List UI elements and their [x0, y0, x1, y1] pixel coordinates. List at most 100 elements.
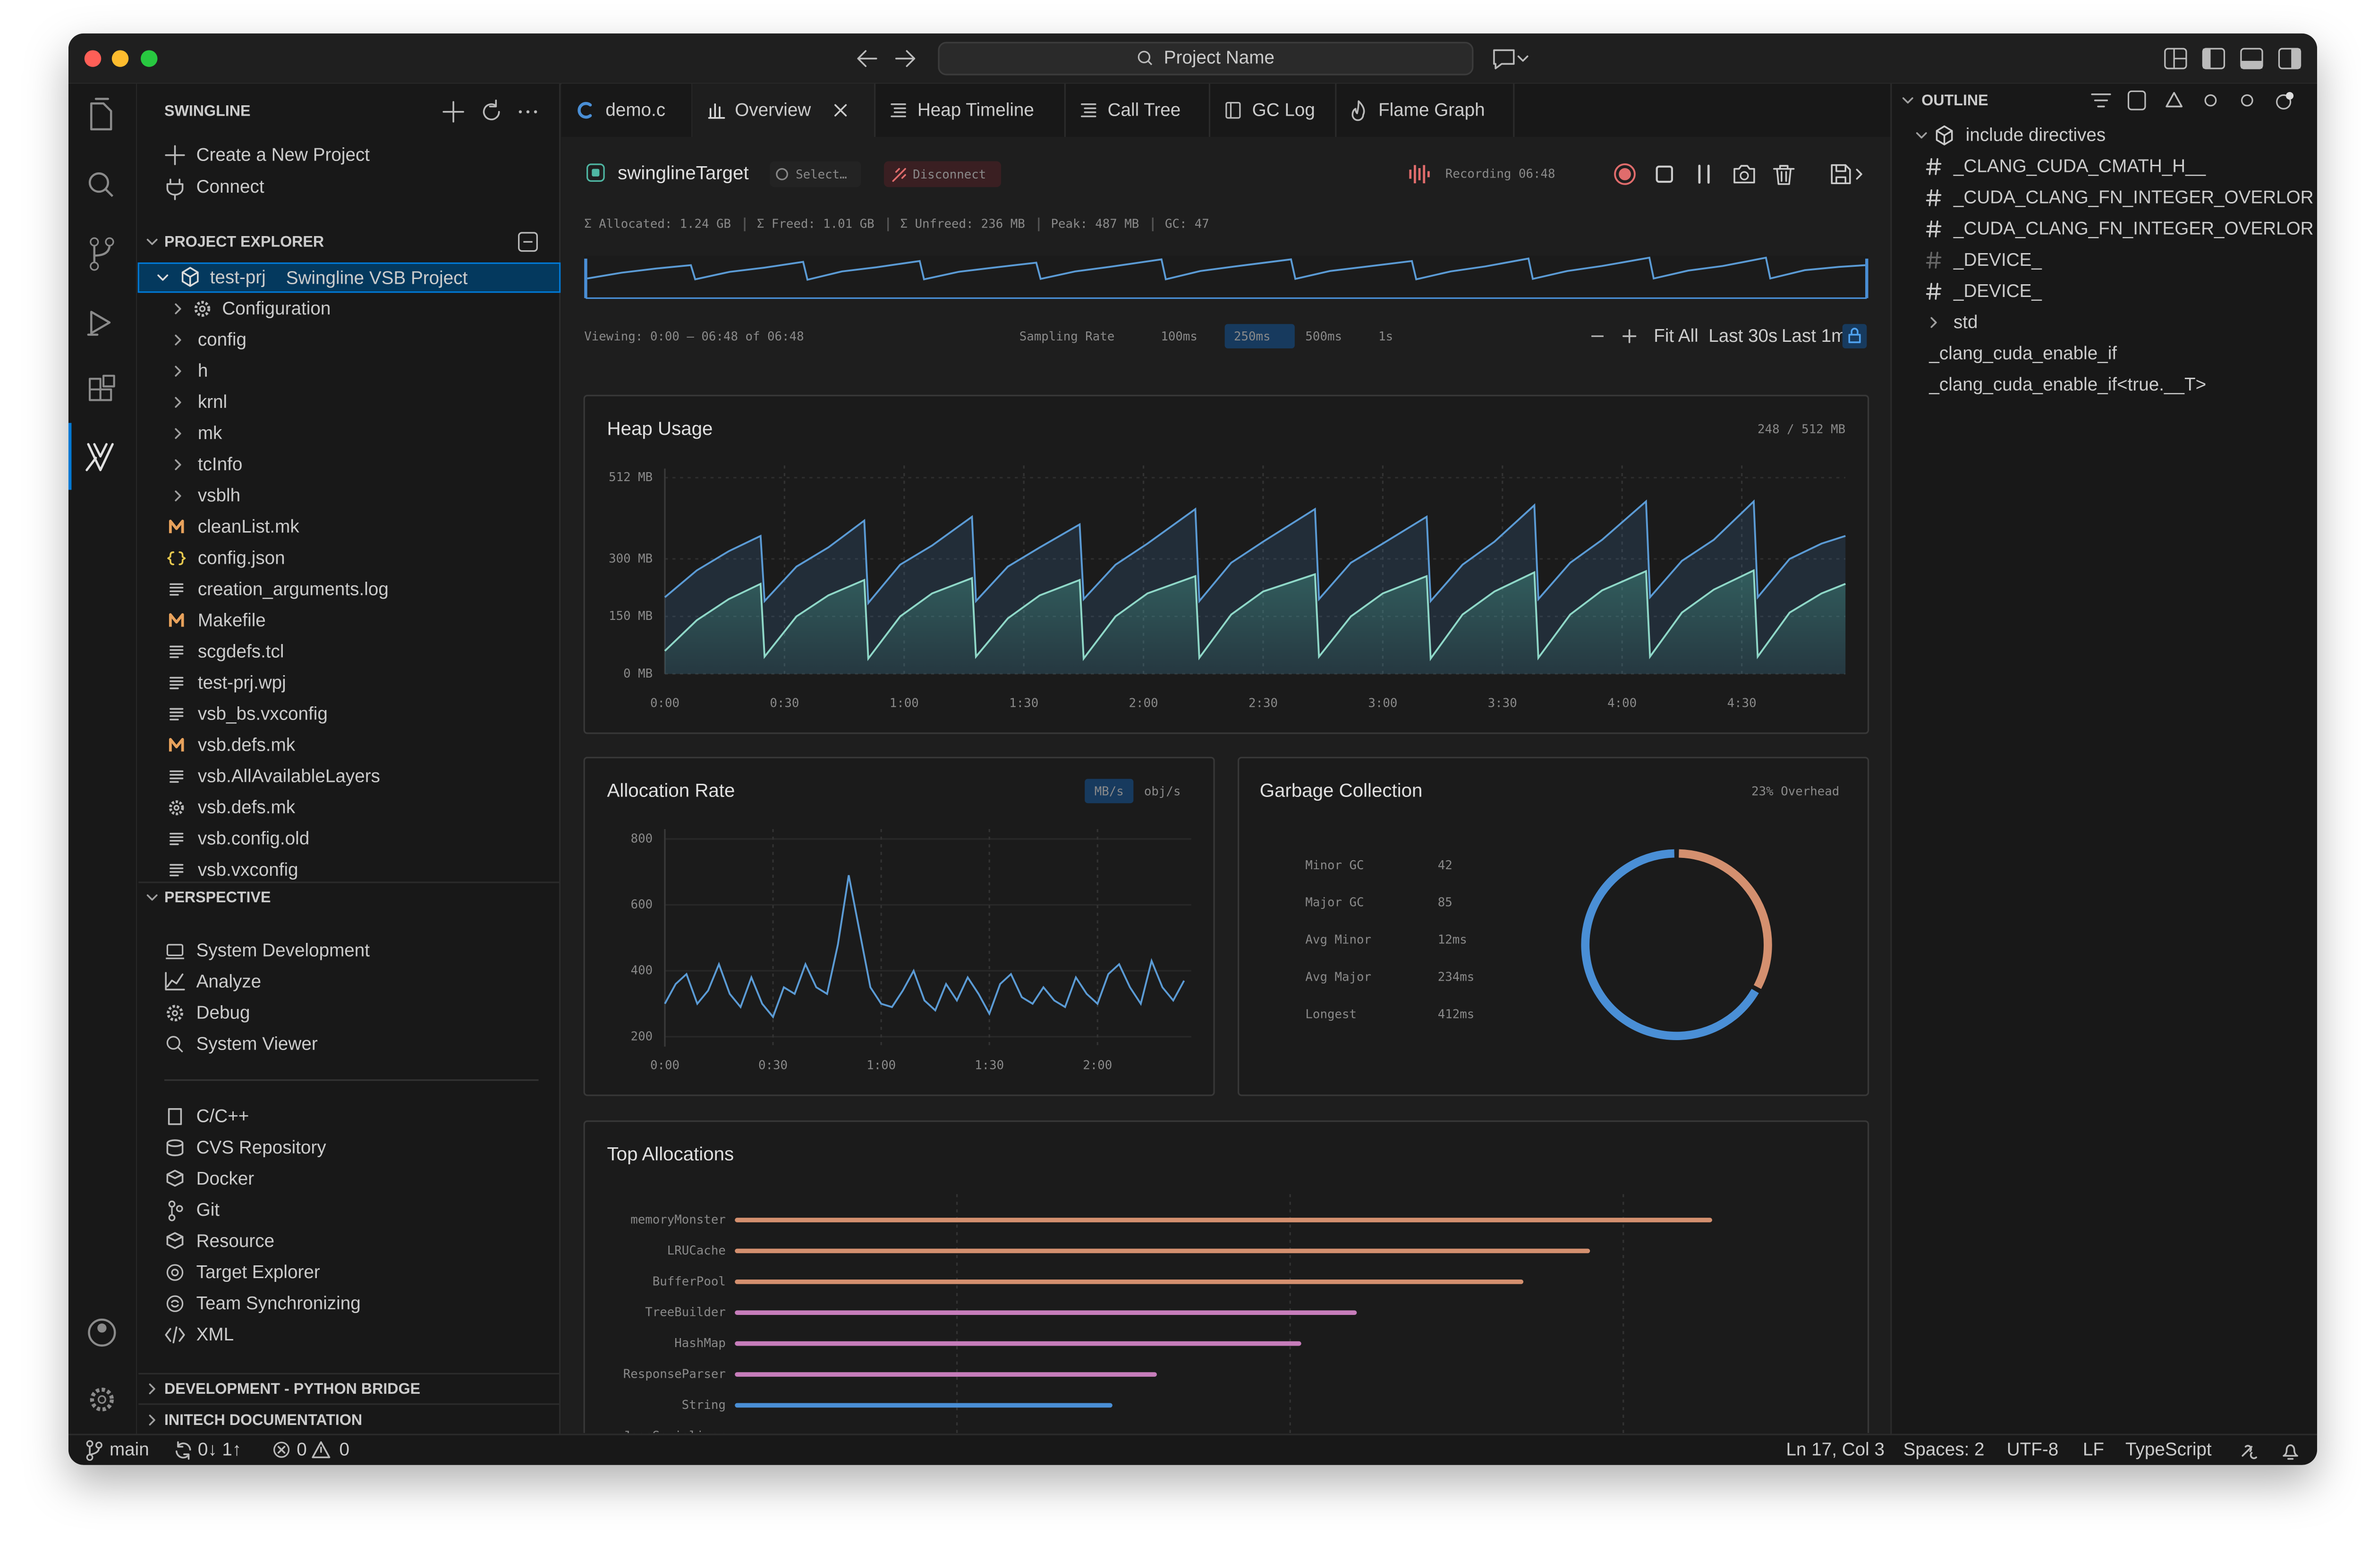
tree-item[interactable]: h	[198, 361, 208, 381]
tree-item[interactable]: mk	[198, 423, 222, 443]
chevron	[149, 1415, 155, 1426]
traffic-light	[111, 50, 129, 67]
view-item[interactable]: Target Explorer	[196, 1262, 320, 1282]
tab-label[interactable]: Call Tree	[1108, 100, 1181, 120]
status-item[interactable]: Spaces: 2	[1903, 1439, 1985, 1459]
tree-item-desc: Swingline VSB Project	[286, 268, 468, 288]
range-button[interactable]: Last 1m	[1782, 326, 1847, 346]
status-item[interactable]: UTF-8	[2007, 1439, 2059, 1459]
tree-item[interactable]: Configuration	[222, 298, 331, 319]
tree-item[interactable]: vsb.vxconfig	[198, 860, 298, 880]
view-icon	[176, 1205, 183, 1212]
view-item[interactable]: Git	[196, 1200, 220, 1220]
tree-item[interactable]: test-prj.wpj	[198, 672, 286, 693]
outline-item[interactable]: _DEVICE_	[1953, 281, 2042, 301]
tree-item[interactable]: vsb.defs.mk	[198, 735, 296, 755]
view-item[interactable]: C/C++	[196, 1106, 249, 1127]
select-chip[interactable]	[770, 161, 861, 187]
viewing-label: Viewing: 0:00 – 06:48 of 06:48	[584, 330, 804, 344]
status-item[interactable]: 0	[297, 1439, 307, 1459]
tab-label[interactable]: GC Log	[1252, 100, 1315, 120]
stop-btn[interactable]	[1656, 165, 1673, 183]
view-item[interactable]: Team Synchronizing	[196, 1293, 361, 1314]
tab-label[interactable]: Heap Timeline	[917, 100, 1034, 120]
lock-btn[interactable]	[1842, 324, 1867, 348]
outline-item[interactable]: _CUDA_CLANG_FN_INTEGER_OVERLOR	[1953, 219, 2314, 239]
sampling-option[interactable]: 100ms	[1161, 330, 1197, 344]
gc-icon	[1225, 102, 1241, 119]
hash-icon	[1926, 189, 1942, 206]
target-name[interactable]: swinglineTarget	[618, 162, 749, 184]
sampling-option[interactable]: 1s	[1378, 330, 1393, 344]
range-button[interactable]: Last 30s	[1708, 326, 1777, 346]
status-item[interactable]: TypeScript	[2125, 1439, 2212, 1459]
view-item[interactable]: CVS Repository	[196, 1137, 327, 1158]
action[interactable]: Connect	[196, 177, 264, 197]
status-item[interactable]: Ln 17, Col 3	[1786, 1439, 1885, 1459]
tree-item[interactable]: config	[198, 330, 246, 350]
selected-row[interactable]	[137, 262, 561, 293]
tree-item[interactable]: creation_arguments.log	[198, 579, 389, 599]
tree-item[interactable]: vsb.AllAvailableLayers	[198, 766, 380, 787]
outline-title[interactable]: OUTLINE	[1921, 92, 1988, 109]
file-icon	[170, 770, 184, 783]
outline-item[interactable]: _DEVICE_	[1953, 250, 2042, 270]
swingline-icon	[85, 443, 114, 472]
active-tab[interactable]	[692, 84, 875, 137]
view-icon	[168, 1214, 176, 1221]
tree-item[interactable]: krnl	[198, 392, 227, 412]
range-button[interactable]: Fit All	[1654, 326, 1699, 346]
outline-item[interactable]: include directives	[1966, 125, 2106, 145]
status-item[interactable]: 0↓ 1↑	[198, 1439, 241, 1459]
outline-item[interactable]: _clang_cuda_enable_if<true.__T>	[1928, 374, 2206, 395]
y-tick-label: 200	[631, 1029, 653, 1043]
action[interactable]: Create a New Project	[196, 144, 370, 165]
tree-item[interactable]: Makefile	[198, 610, 266, 630]
tree-item[interactable]: cleanList.mk	[198, 517, 300, 537]
view-item[interactable]: XML	[196, 1324, 234, 1345]
section-header[interactable]: INITECH DOCUMENTATION	[164, 1411, 362, 1428]
sampling-selected[interactable]	[1224, 324, 1295, 348]
tree-item[interactable]: tcInfo	[198, 454, 243, 475]
tree-item[interactable]: test-prj	[210, 267, 266, 288]
section-header[interactable]: DEVELOPMENT - PYTHON BRIDGE	[164, 1380, 420, 1397]
account-head	[97, 1323, 107, 1333]
gear-hole	[173, 805, 179, 811]
outline-item[interactable]: _CUDA_CLANG_FN_INTEGER_OVERLOR	[1953, 187, 2314, 208]
status-item[interactable]: main	[110, 1439, 149, 1459]
section-header[interactable]: PROJECT EXPLORER	[164, 233, 324, 250]
tree-item[interactable]: vsblh	[198, 485, 240, 506]
scm-node	[90, 237, 99, 246]
outline-icon	[2285, 92, 2294, 100]
tab-label[interactable]: Overview	[735, 100, 811, 120]
view-item[interactable]: Docker	[196, 1169, 255, 1189]
tree-item[interactable]: config.json	[198, 548, 285, 568]
outline-item[interactable]: _clang_cuda_enable_if	[1928, 343, 2117, 364]
unit-selected[interactable]	[1085, 779, 1134, 804]
outline-icon	[2127, 90, 2146, 110]
view-item[interactable]: Resource	[196, 1231, 274, 1251]
outline-item[interactable]: std	[1953, 312, 1978, 332]
gc-value: 42	[1438, 858, 1452, 873]
perspective-item[interactable]: Debug	[196, 1003, 250, 1023]
tab-label[interactable]: Flame Graph	[1378, 100, 1485, 120]
tab-label[interactable]: demo.c	[605, 100, 665, 120]
sampling-option[interactable]: 250ms	[1234, 330, 1271, 344]
tree-item[interactable]: vsb.defs.mk	[198, 797, 296, 818]
perspective-item[interactable]: System Viewer	[196, 1034, 318, 1054]
perspective-item[interactable]: Analyze	[196, 972, 262, 992]
disconnect-chip[interactable]	[883, 161, 1002, 187]
tree-item[interactable]: scgdefs.tcl	[198, 641, 284, 661]
sampling-option[interactable]: 500ms	[1305, 330, 1342, 344]
settings-hole	[97, 1395, 106, 1404]
perspective-item[interactable]: System Development	[196, 941, 370, 961]
unit-option[interactable]: obj/s	[1144, 785, 1181, 799]
search-box[interactable]	[938, 42, 1474, 76]
tree-item[interactable]: vsb_bs.vxconfig	[198, 704, 328, 724]
section-header[interactable]: PERSPECTIVE	[164, 889, 271, 906]
status-item[interactable]: 0	[339, 1439, 349, 1459]
unit-option[interactable]: MB/s	[1095, 785, 1124, 799]
outline-item[interactable]: _CLANG_CUDA_CMATH_H__	[1953, 156, 2206, 177]
status-item[interactable]: LF	[2083, 1439, 2104, 1459]
tree-item[interactable]: vsb.config.old	[198, 829, 309, 849]
